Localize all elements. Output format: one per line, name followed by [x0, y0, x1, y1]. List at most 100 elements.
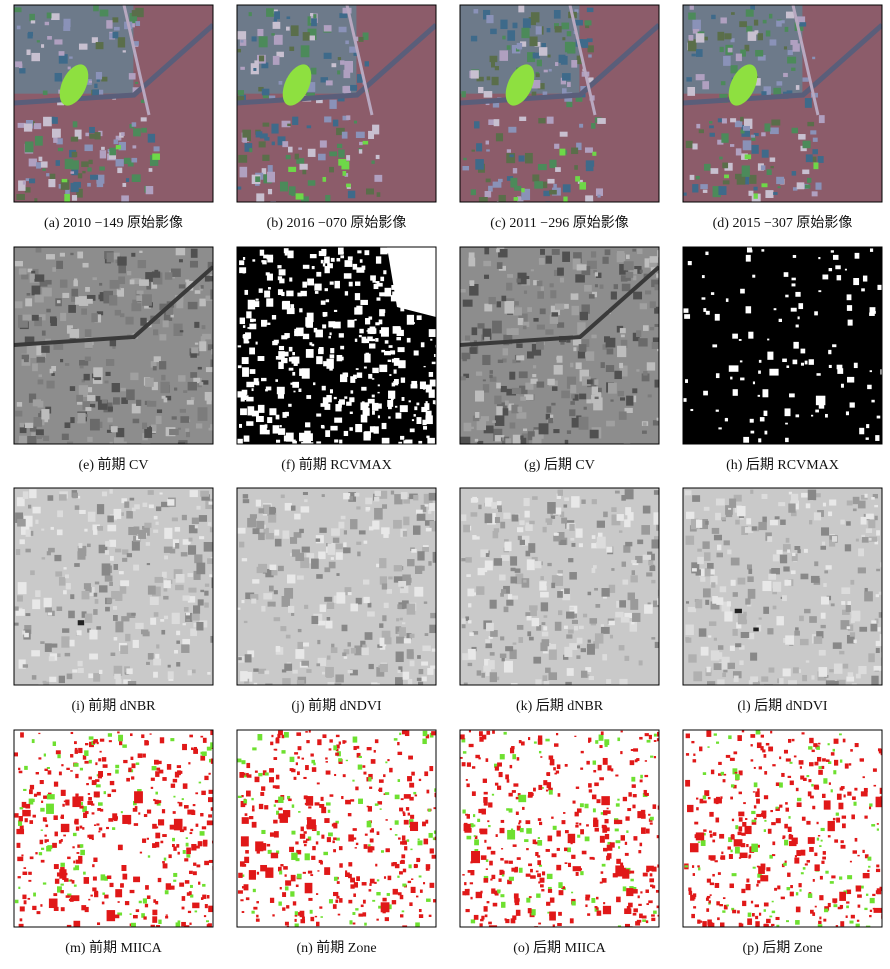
pixel-patch [31, 432, 36, 438]
pixel-patch [577, 834, 581, 838]
pixel-patch [362, 644, 367, 648]
pixel-patch [286, 308, 295, 315]
pixel-patch [284, 663, 293, 671]
pixel-patch [146, 895, 151, 899]
pixel-patch [732, 628, 738, 636]
pixel-patch [324, 867, 331, 875]
pixel-patch [820, 612, 826, 619]
pixel-patch [502, 358, 507, 363]
pixel-patch [164, 527, 173, 539]
pixel-patch [616, 514, 624, 521]
pixel-patch [742, 900, 747, 907]
pixel-patch [401, 910, 405, 913]
pixel-patch [88, 736, 94, 740]
pixel-patch [533, 741, 537, 744]
pixel-patch [48, 656, 55, 662]
pixel-patch [697, 919, 701, 924]
pixel-patch [368, 844, 371, 847]
pixel-patch [508, 876, 514, 881]
pixel-patch [814, 864, 820, 872]
pixel-patch [769, 915, 773, 918]
pixel-patch [497, 402, 507, 409]
pixel-patch [635, 555, 643, 564]
pixel-patch [732, 389, 738, 396]
pixel-patch [761, 132, 766, 137]
pixel-patch [101, 76, 108, 82]
pixel-patch [56, 653, 61, 658]
pixel-patch [279, 886, 282, 890]
pixel-patch [532, 374, 537, 378]
pixel-patch [556, 493, 561, 499]
pixel-patch [17, 122, 26, 128]
pixel-patch [768, 573, 777, 580]
pixel-patch [345, 759, 349, 762]
pixel-patch [849, 632, 856, 637]
pixel-patch [483, 796, 488, 803]
pixel-patch [484, 560, 493, 571]
pixel-patch [828, 351, 831, 353]
pixel-patch [267, 165, 273, 173]
pixel-patch [259, 133, 268, 139]
pixel-patch [532, 839, 537, 845]
pixel-patch [267, 171, 276, 183]
pixel-patch [548, 789, 553, 795]
pixel-patch [94, 132, 101, 140]
pixel-patch [281, 351, 289, 357]
pixel-patch [243, 435, 250, 442]
pixel-patch [328, 336, 331, 339]
pixel-patch [376, 297, 381, 301]
pixel-patch [407, 812, 411, 816]
pixel-patch [176, 844, 180, 848]
pixel-patch [320, 796, 324, 801]
pixel-patch [347, 642, 351, 647]
pixel-patch [153, 356, 161, 363]
pixel-patch [109, 424, 113, 430]
pixel-patch [695, 175, 700, 180]
pixel-patch [290, 304, 295, 309]
pixel-patch [757, 55, 766, 61]
pixel-patch [317, 739, 322, 746]
pixel-patch [646, 865, 654, 871]
pixel-patch [606, 844, 613, 851]
pixel-patch [468, 257, 476, 267]
pixel-patch [818, 257, 821, 260]
pixel-patch [70, 417, 75, 424]
pixel-patch [540, 642, 548, 652]
pixel-patch [492, 530, 499, 539]
pixel-patch [575, 97, 583, 102]
pixel-patch [176, 662, 181, 667]
pixel-patch [131, 157, 138, 163]
pixel-patch [812, 137, 818, 142]
pixel-patch [211, 840, 213, 844]
pixel-patch [602, 757, 608, 765]
pixel-patch [189, 884, 193, 888]
pixel-patch [586, 379, 593, 385]
pixel-patch [56, 300, 61, 304]
pixel-patch [35, 771, 39, 775]
pixel-patch [184, 925, 190, 927]
pixel-patch [717, 139, 724, 145]
pixel-patch [716, 597, 724, 605]
pixel-patch [303, 840, 308, 844]
pixel-patch [339, 13, 348, 19]
pixel-patch [46, 173, 50, 177]
pixel-patch [33, 123, 42, 130]
pixel-patch [361, 882, 367, 886]
pixel-patch [494, 435, 501, 442]
pixel-patch [578, 416, 589, 430]
pixel-patch [833, 904, 838, 908]
pixel-patch [618, 530, 623, 533]
pixel-patch [705, 897, 709, 901]
pixel-patch [167, 499, 175, 506]
pixel-patch [654, 323, 659, 327]
pixel-patch [764, 771, 768, 775]
pixel-patch [204, 583, 210, 587]
pixel-patch [563, 504, 568, 508]
pixel-patch [429, 379, 436, 387]
pixel-patch [531, 909, 536, 916]
pixel-patch [241, 911, 245, 913]
pixel-patch [335, 820, 339, 824]
pixel-patch [534, 181, 544, 189]
pixel-patch [265, 867, 274, 878]
pixel-patch [209, 527, 213, 533]
